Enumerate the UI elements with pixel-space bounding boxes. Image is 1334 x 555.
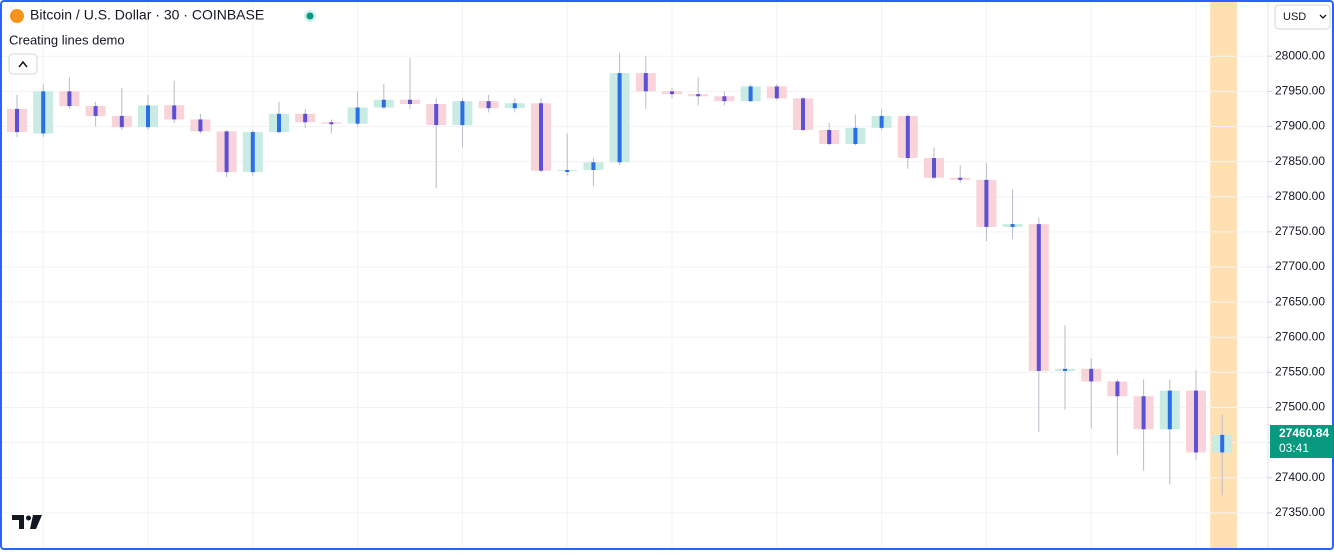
y-tick-label: 28000.00 xyxy=(1275,48,1325,62)
open-close-line xyxy=(355,107,360,124)
open-close-line xyxy=(1063,368,1067,371)
open-close-line xyxy=(198,119,203,132)
open-close-line xyxy=(1036,224,1041,371)
market-status-dot xyxy=(306,12,314,20)
open-close-line xyxy=(643,73,648,92)
open-close-line xyxy=(591,162,596,171)
open-close-line xyxy=(303,113,308,123)
last-price-badge xyxy=(1270,424,1333,458)
open-close-line xyxy=(460,101,465,126)
open-close-line xyxy=(879,115,884,128)
open-close-line xyxy=(1220,434,1225,453)
currency-label: USD xyxy=(1283,11,1306,23)
open-close-line xyxy=(41,91,46,134)
y-tick-label: 27800.00 xyxy=(1275,189,1325,203)
open-close-line xyxy=(486,101,491,109)
open-close-line xyxy=(748,86,753,102)
open-close-line xyxy=(381,99,386,108)
symbol-title[interactable]: Bitcoin / U.S. Dollar · 30 · COINBASE xyxy=(30,7,264,23)
open-close-line xyxy=(67,91,72,107)
tradingview-logo xyxy=(12,515,42,529)
open-close-line xyxy=(408,99,412,104)
open-close-line xyxy=(670,91,674,95)
open-close-line xyxy=(696,94,701,97)
plot-layer xyxy=(7,52,1233,496)
open-close-line xyxy=(277,113,281,133)
open-close-line xyxy=(958,177,963,180)
open-close-line xyxy=(172,105,177,120)
open-close-line xyxy=(93,106,98,116)
background-layer xyxy=(1210,0,1238,548)
bitcoin-icon xyxy=(10,9,24,23)
y-tick-label: 27350.00 xyxy=(1275,505,1325,519)
open-close-line xyxy=(1141,396,1146,430)
grid-layer xyxy=(0,0,1268,548)
y-tick-label: 27750.00 xyxy=(1275,224,1325,238)
open-close-line xyxy=(1089,368,1094,382)
countdown-label: 03:41 xyxy=(1279,441,1309,455)
currency-caret xyxy=(1319,14,1327,19)
y-tick-label: 27850.00 xyxy=(1275,154,1325,168)
open-close-line xyxy=(853,127,858,145)
open-close-line xyxy=(984,179,989,227)
collapse-button[interactable] xyxy=(8,53,38,75)
currency-select[interactable] xyxy=(1274,4,1331,30)
open-close-line xyxy=(539,103,543,171)
open-close-line xyxy=(827,129,832,145)
open-close-line xyxy=(329,122,334,125)
open-close-line xyxy=(15,108,19,133)
y-tick-label: 27600.00 xyxy=(1275,329,1325,343)
open-close-line xyxy=(1194,390,1198,453)
open-close-line xyxy=(617,73,622,163)
open-close-line xyxy=(146,105,150,128)
open-close-line xyxy=(774,86,779,99)
open-close-line xyxy=(434,103,439,126)
open-close-line xyxy=(905,115,910,159)
open-close-line xyxy=(932,158,936,178)
open-close-line xyxy=(250,132,255,173)
y-tick-label: 27650.00 xyxy=(1275,294,1325,308)
open-close-line xyxy=(565,170,570,173)
open-close-line xyxy=(722,96,727,102)
open-close-line xyxy=(119,115,124,128)
y-tick-label: 27550.00 xyxy=(1275,365,1325,379)
y-tick-label: 27500.00 xyxy=(1275,400,1325,414)
open-close-line xyxy=(801,98,805,130)
y-tick-label: 27400.00 xyxy=(1275,470,1325,484)
open-close-line xyxy=(512,103,517,109)
open-close-line xyxy=(1010,224,1015,227)
indicator-title[interactable]: Creating lines demo xyxy=(9,32,125,47)
last-bar-highlight xyxy=(1210,0,1238,548)
open-close-line xyxy=(1115,381,1120,397)
y-tick-label: 27700.00 xyxy=(1275,259,1325,273)
open-close-line xyxy=(1167,390,1172,430)
y-tick-label: 27900.00 xyxy=(1275,119,1325,133)
collapse-icon xyxy=(18,60,28,68)
y-tick-label: 27950.00 xyxy=(1275,84,1325,98)
last-price-label: 27460.84 xyxy=(1279,426,1329,440)
open-close-line xyxy=(224,131,229,173)
